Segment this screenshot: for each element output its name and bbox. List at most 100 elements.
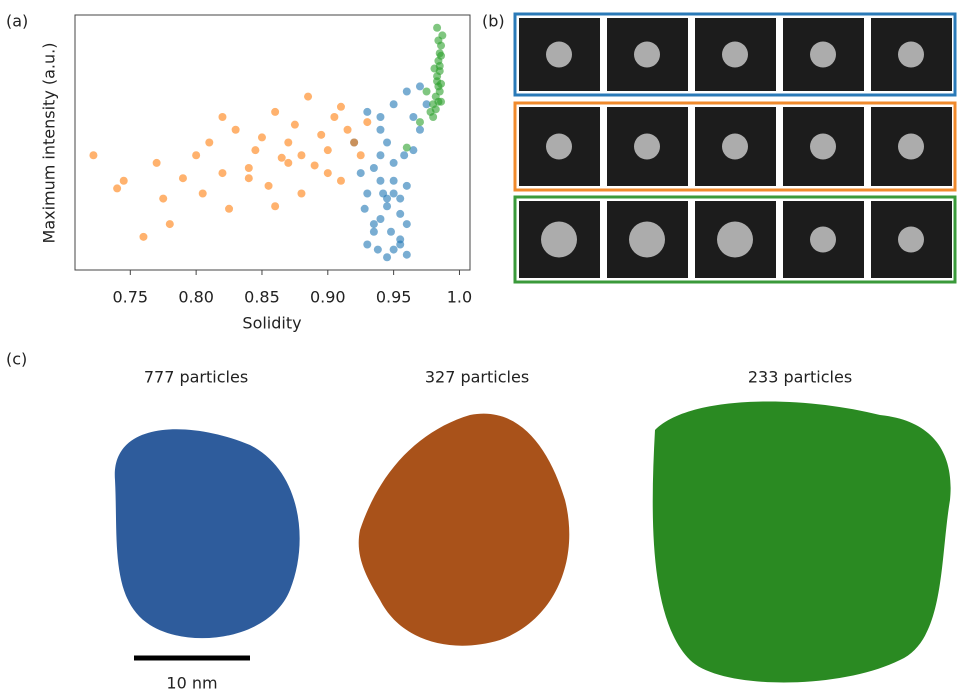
point bbox=[433, 23, 442, 32]
y-axis-label: Maximum intensity (a.u.) bbox=[40, 43, 59, 244]
point bbox=[360, 204, 369, 213]
point bbox=[297, 151, 306, 160]
render-caption: 777 particles bbox=[144, 368, 248, 387]
render-caption: 327 particles bbox=[425, 368, 529, 387]
particle bbox=[722, 133, 748, 160]
point bbox=[356, 169, 365, 178]
point bbox=[317, 130, 326, 139]
particle bbox=[898, 41, 924, 68]
point bbox=[389, 100, 398, 109]
point bbox=[434, 36, 443, 45]
point bbox=[383, 138, 392, 147]
particle bbox=[898, 226, 924, 253]
particle bbox=[810, 41, 836, 68]
particle bbox=[541, 221, 577, 258]
point bbox=[409, 113, 418, 121]
point bbox=[396, 194, 405, 203]
point bbox=[225, 204, 234, 213]
particle bbox=[722, 41, 748, 68]
x-tick-label: 0.80 bbox=[178, 288, 214, 307]
point bbox=[402, 250, 411, 259]
particle bbox=[634, 133, 660, 160]
point bbox=[409, 146, 418, 155]
particle bbox=[546, 41, 572, 68]
point bbox=[139, 232, 148, 241]
point bbox=[402, 181, 411, 190]
point bbox=[396, 209, 405, 218]
point bbox=[356, 151, 365, 160]
point bbox=[284, 158, 293, 167]
point bbox=[437, 51, 446, 60]
particle bbox=[810, 133, 836, 160]
point bbox=[383, 202, 392, 211]
point bbox=[218, 113, 227, 121]
point bbox=[310, 161, 319, 170]
particle-render bbox=[652, 401, 951, 683]
x-axis-label: Solidity bbox=[242, 314, 301, 333]
x-tick-label: 0.90 bbox=[310, 288, 346, 307]
particle bbox=[898, 133, 924, 160]
panel-label: (a) bbox=[6, 12, 28, 31]
particle bbox=[546, 133, 572, 160]
point bbox=[297, 189, 306, 198]
point bbox=[369, 220, 378, 229]
particle-render bbox=[358, 413, 570, 646]
point bbox=[336, 176, 345, 185]
particle bbox=[810, 226, 836, 253]
point bbox=[422, 100, 431, 109]
x-tick-label: 0.95 bbox=[376, 288, 412, 307]
x-tick-label: 1.0 bbox=[447, 288, 472, 307]
point bbox=[271, 107, 280, 116]
point bbox=[343, 125, 352, 134]
point bbox=[192, 151, 201, 160]
point bbox=[271, 202, 280, 211]
point bbox=[379, 189, 388, 198]
point bbox=[113, 184, 122, 193]
render-caption: 233 particles bbox=[748, 368, 852, 387]
point bbox=[277, 153, 286, 162]
point bbox=[389, 176, 398, 185]
point bbox=[426, 107, 435, 116]
point bbox=[402, 87, 411, 96]
point bbox=[205, 138, 214, 147]
point bbox=[415, 118, 424, 127]
point bbox=[376, 176, 385, 185]
point bbox=[373, 245, 382, 254]
scale-bar-label: 10 nm bbox=[166, 674, 217, 693]
point bbox=[396, 240, 405, 249]
point bbox=[198, 189, 207, 198]
point bbox=[165, 220, 174, 229]
point bbox=[363, 189, 372, 198]
particle bbox=[629, 221, 665, 258]
point bbox=[422, 87, 431, 96]
point bbox=[304, 92, 313, 101]
point bbox=[330, 113, 339, 121]
point bbox=[290, 120, 299, 129]
point bbox=[435, 62, 444, 70]
particle bbox=[717, 221, 753, 258]
particle bbox=[634, 41, 660, 68]
point bbox=[376, 215, 385, 223]
point bbox=[336, 102, 345, 111]
point bbox=[363, 107, 372, 116]
particle-render bbox=[114, 429, 300, 639]
point bbox=[400, 151, 409, 160]
point bbox=[363, 240, 372, 249]
point bbox=[369, 227, 378, 236]
point bbox=[284, 138, 293, 147]
point bbox=[369, 164, 378, 172]
point bbox=[402, 220, 411, 229]
point bbox=[389, 158, 398, 167]
point bbox=[383, 253, 392, 262]
point bbox=[218, 169, 227, 178]
point bbox=[376, 125, 385, 134]
point bbox=[350, 138, 359, 147]
plot-frame bbox=[74, 14, 471, 271]
point bbox=[178, 174, 187, 183]
point bbox=[244, 174, 253, 183]
x-tick-label: 0.85 bbox=[244, 288, 280, 307]
panel-label: (c) bbox=[6, 350, 27, 369]
point bbox=[437, 97, 446, 106]
point bbox=[363, 118, 372, 127]
